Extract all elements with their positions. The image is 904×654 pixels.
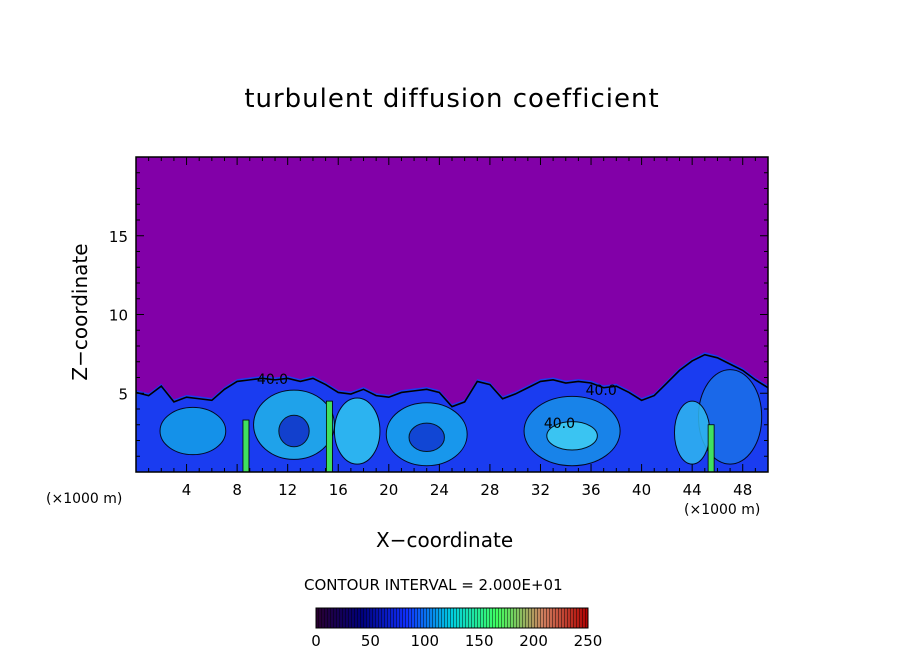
x-tick-label-12: 12 [278, 481, 297, 499]
y-tick-label-5: 5 [118, 385, 128, 403]
eddy-region-3 [333, 397, 381, 465]
contour-label-2: 40.0 [544, 416, 575, 432]
x-tick-label-40: 40 [632, 481, 651, 499]
eddy-region-2 [278, 414, 310, 448]
contour-label-0: 40.0 [257, 372, 288, 388]
x-tick-label-48: 48 [733, 481, 752, 499]
y-tick-label-10: 10 [109, 307, 128, 325]
high-value-plume-0 [242, 419, 250, 472]
x-tick-label-20: 20 [379, 481, 398, 499]
high-value-plume-2 [707, 424, 715, 472]
x-tick-label-36: 36 [581, 481, 600, 499]
colorbar-tick-label-100: 100 [410, 632, 439, 650]
colorbar-tick-label-50: 50 [361, 632, 380, 650]
y-axis-label: Z−coordinate [68, 243, 92, 381]
x-tick-label-32: 32 [531, 481, 550, 499]
eddy-region-5 [408, 422, 445, 453]
contour-label-1: 40.0 [586, 383, 617, 399]
y-tick-label-15: 15 [109, 228, 128, 246]
contour-interval-label: CONTOUR INTERVAL = 2.000E+01 [304, 576, 563, 594]
x-tick-label-24: 24 [430, 481, 449, 499]
high-value-plume-1 [325, 400, 333, 472]
colorbar-stripes [316, 608, 588, 628]
colorbar-tick-label-200: 200 [519, 632, 548, 650]
x-tick-label-44: 44 [683, 481, 702, 499]
x-tick-label-28: 28 [480, 481, 499, 499]
x-axis-label: X−coordinate [376, 528, 514, 552]
x-tick-label-16: 16 [329, 481, 348, 499]
boundary-contour [136, 353, 768, 408]
x-tick-label-4: 4 [182, 481, 192, 499]
colorbar-tick-label-250: 250 [574, 632, 603, 650]
x-unit-label-left: (×1000 m) [46, 491, 123, 507]
eddy-region-7 [546, 421, 598, 451]
eddy-region-0 [159, 406, 227, 456]
eddy-region-9 [673, 400, 711, 465]
colorbar-tick-label-150: 150 [465, 632, 494, 650]
x-unit-label-right: (×1000 m) [684, 502, 761, 518]
colorbar-tick-label-0: 0 [311, 632, 321, 650]
chart-title: turbulent diffusion coefficient [244, 84, 660, 114]
x-tick-label-8: 8 [232, 481, 242, 499]
plot-area: 40.0 40.0 40.0 [136, 157, 768, 472]
colorbar-frame [315, 607, 589, 629]
